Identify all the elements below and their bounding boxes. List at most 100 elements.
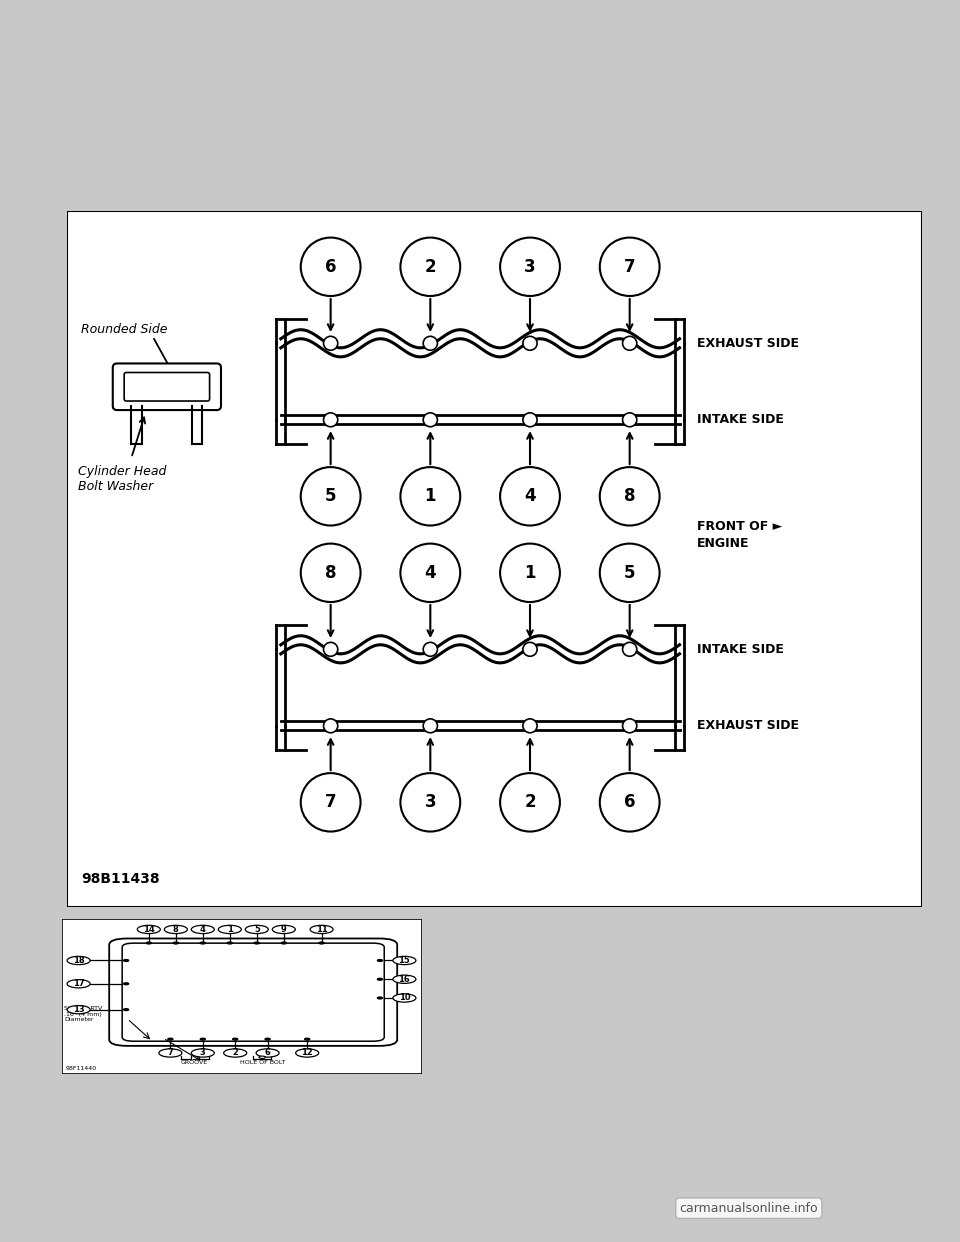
Text: 1: 1: [227, 925, 232, 934]
Circle shape: [523, 719, 538, 733]
Circle shape: [137, 925, 160, 934]
Circle shape: [393, 975, 416, 984]
Circle shape: [296, 1048, 319, 1057]
Circle shape: [254, 943, 259, 944]
Text: 2: 2: [232, 1048, 238, 1057]
Circle shape: [201, 1038, 205, 1040]
Circle shape: [300, 467, 361, 525]
Circle shape: [393, 994, 416, 1002]
Circle shape: [400, 544, 460, 602]
Circle shape: [224, 1048, 247, 1057]
Text: 17: 17: [73, 979, 84, 989]
Circle shape: [377, 979, 382, 980]
Text: 8: 8: [324, 564, 336, 581]
Circle shape: [523, 412, 538, 427]
Circle shape: [324, 642, 338, 656]
Text: HOLE OF BOLT: HOLE OF BOLT: [239, 1059, 285, 1064]
Text: 16: 16: [398, 975, 410, 984]
Text: 98B11438: 98B11438: [82, 872, 160, 886]
Circle shape: [622, 412, 636, 427]
Circle shape: [218, 925, 241, 934]
Circle shape: [67, 980, 90, 987]
Circle shape: [600, 237, 660, 296]
Text: Cylinder Head
Bolt Washer: Cylinder Head Bolt Washer: [78, 465, 166, 493]
Text: INTAKE SIDE: INTAKE SIDE: [697, 643, 784, 656]
Circle shape: [191, 1048, 214, 1057]
FancyBboxPatch shape: [112, 364, 221, 410]
Circle shape: [600, 773, 660, 832]
Text: 10: 10: [398, 994, 410, 1002]
FancyBboxPatch shape: [109, 939, 397, 1046]
Text: 1: 1: [424, 487, 436, 505]
Circle shape: [256, 1048, 279, 1057]
Circle shape: [377, 997, 382, 999]
Circle shape: [146, 943, 152, 944]
Text: carmanualsonline.info: carmanualsonline.info: [680, 1202, 818, 1215]
Circle shape: [191, 925, 214, 934]
Circle shape: [400, 773, 460, 832]
Circle shape: [281, 943, 286, 944]
Text: 4: 4: [200, 925, 205, 934]
Text: 15: 15: [398, 956, 410, 965]
Text: 11: 11: [316, 925, 327, 934]
Circle shape: [423, 337, 438, 350]
Text: EXHAUST SIDE: EXHAUST SIDE: [697, 337, 800, 350]
FancyBboxPatch shape: [122, 943, 384, 1041]
Text: 1: 1: [524, 564, 536, 581]
Circle shape: [319, 943, 324, 944]
Text: 7: 7: [168, 1048, 173, 1057]
Text: 8: 8: [173, 925, 179, 934]
Circle shape: [423, 412, 438, 427]
Circle shape: [164, 925, 187, 934]
Text: 3: 3: [524, 258, 536, 276]
Circle shape: [600, 544, 660, 602]
Text: 5: 5: [324, 487, 336, 505]
Text: 12: 12: [301, 1048, 313, 1057]
Circle shape: [400, 237, 460, 296]
Circle shape: [173, 943, 179, 944]
Circle shape: [273, 925, 296, 934]
Circle shape: [158, 1048, 182, 1057]
Text: EXHAUST SIDE: EXHAUST SIDE: [697, 719, 800, 733]
Circle shape: [201, 943, 205, 944]
Circle shape: [300, 544, 361, 602]
Text: 18: 18: [73, 956, 84, 965]
Circle shape: [324, 337, 338, 350]
Circle shape: [423, 719, 438, 733]
Circle shape: [228, 943, 232, 944]
Circle shape: [500, 237, 560, 296]
Circle shape: [324, 719, 338, 733]
Text: 4: 4: [524, 487, 536, 505]
Text: GROOVE: GROOVE: [180, 1059, 207, 1064]
Text: 5: 5: [253, 925, 260, 934]
Circle shape: [246, 925, 268, 934]
Circle shape: [67, 956, 90, 965]
Text: INTAKE SIDE: INTAKE SIDE: [697, 414, 784, 426]
Circle shape: [600, 467, 660, 525]
Text: Silicone RTV
.16" (4 mm)
Diameter: Silicone RTV .16" (4 mm) Diameter: [64, 1006, 103, 1022]
Text: 6: 6: [265, 1048, 271, 1057]
Circle shape: [310, 925, 333, 934]
Circle shape: [124, 982, 129, 985]
Circle shape: [124, 960, 129, 961]
Text: 6: 6: [624, 794, 636, 811]
Text: 3: 3: [424, 794, 436, 811]
Circle shape: [67, 1006, 90, 1013]
Circle shape: [377, 960, 382, 961]
Circle shape: [168, 1038, 173, 1040]
Text: 5: 5: [624, 564, 636, 581]
Circle shape: [622, 642, 636, 656]
Circle shape: [622, 719, 636, 733]
Circle shape: [523, 642, 538, 656]
Text: 7: 7: [624, 258, 636, 276]
Text: 7: 7: [324, 794, 336, 811]
Text: 2: 2: [524, 794, 536, 811]
Circle shape: [423, 642, 438, 656]
Text: 98F11440: 98F11440: [66, 1067, 97, 1072]
Text: 4: 4: [424, 564, 436, 581]
Text: 3: 3: [200, 1048, 205, 1057]
Circle shape: [500, 544, 560, 602]
Circle shape: [304, 1038, 310, 1040]
Text: 13: 13: [73, 1005, 84, 1015]
FancyBboxPatch shape: [124, 373, 209, 401]
